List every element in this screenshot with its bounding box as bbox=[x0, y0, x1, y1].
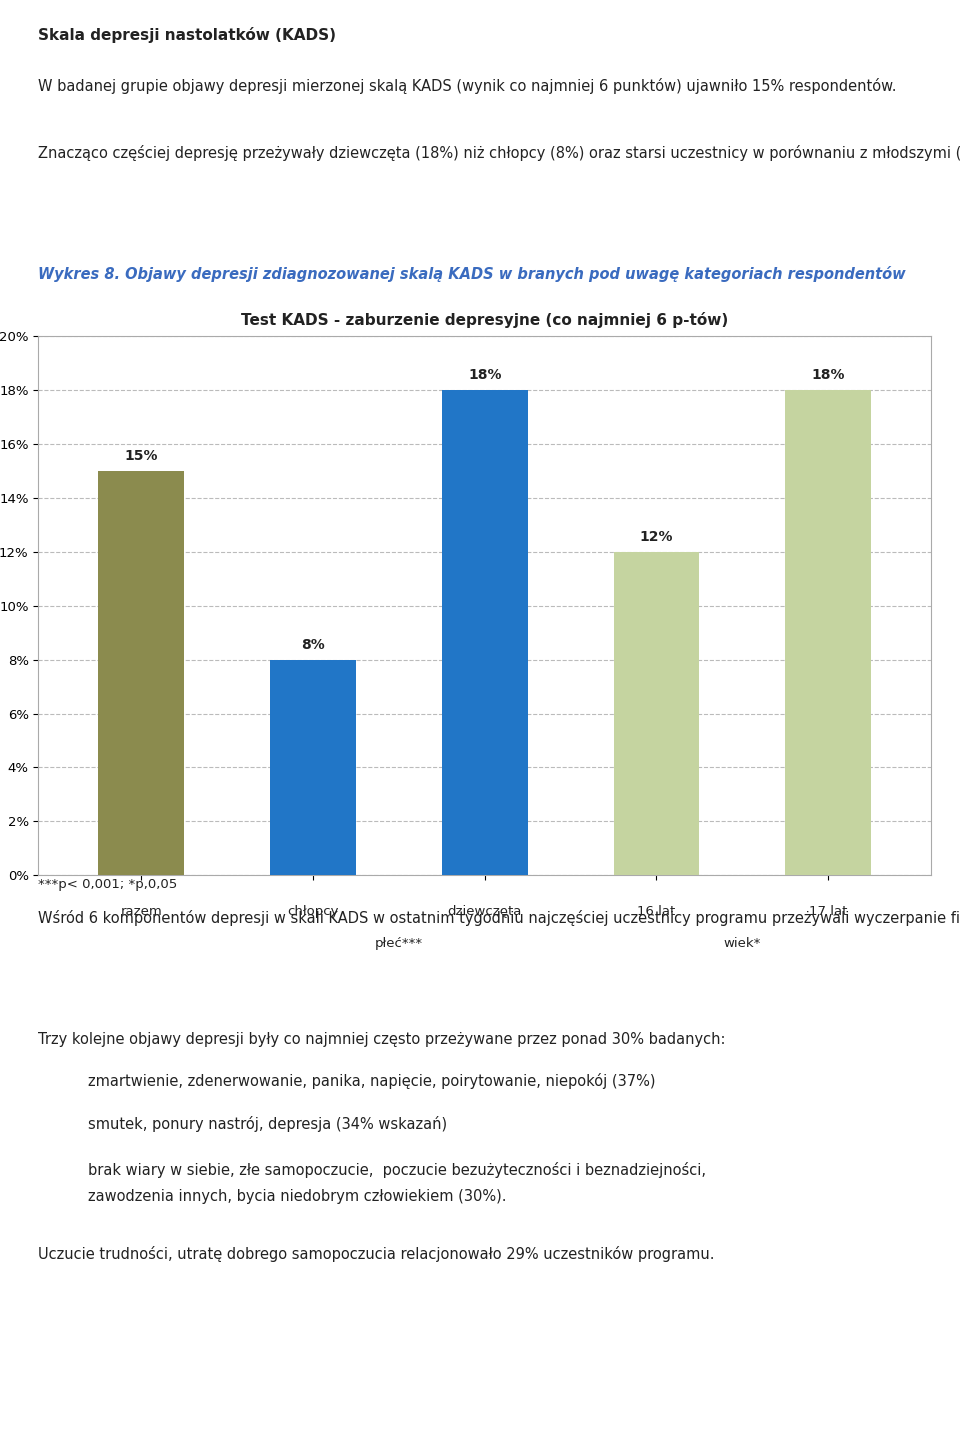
Bar bbox=[613, 552, 700, 875]
Text: smutek, ponury nastrój, depresja (34% wskazań): smutek, ponury nastrój, depresja (34% ws… bbox=[87, 1116, 446, 1133]
Text: ***p< 0,001; *p,0,05: ***p< 0,001; *p,0,05 bbox=[38, 878, 178, 891]
Text: 17 lat: 17 lat bbox=[809, 905, 848, 918]
Text: brak wiary w siebie, złe samopoczucie,  poczucie bezużyteczności i beznadziejnoś: brak wiary w siebie, złe samopoczucie, p… bbox=[87, 1162, 706, 1179]
Text: Znacząco częściej depresję przeżywały dziewczęta (18%) niż chłopcy (8%) oraz sta: Znacząco częściej depresję przeżywały dz… bbox=[38, 145, 960, 161]
Text: razem: razem bbox=[121, 905, 162, 918]
Text: W badanej grupie objawy depresji mierzonej skalą KADS (wynik co najmniej 6 punkt: W badanej grupie objawy depresji mierzon… bbox=[38, 77, 897, 93]
Text: chłopcy: chłopcy bbox=[287, 905, 339, 918]
Bar bbox=[99, 470, 184, 875]
Text: Trzy kolejne objawy depresji były co najmniej często przeżywane przez ponad 30% : Trzy kolejne objawy depresji były co naj… bbox=[38, 1032, 726, 1047]
Text: 8%: 8% bbox=[301, 638, 325, 651]
Text: zmartwienie, zdenerwowanie, panika, napięcie, poirytowanie, niepokój (37%): zmartwienie, zdenerwowanie, panika, napi… bbox=[87, 1073, 655, 1088]
Text: 15%: 15% bbox=[125, 449, 158, 463]
Text: Wśród 6 komponentów depresji w skali KADS w ostatnim tygodniu najczęściej uczest: Wśród 6 komponentów depresji w skali KAD… bbox=[38, 911, 960, 926]
Text: zawodzenia innych, bycia niedobrym człowiekiem (30%).: zawodzenia innych, bycia niedobrym człow… bbox=[87, 1189, 506, 1205]
Text: płeć***: płeć*** bbox=[375, 938, 423, 951]
Text: 18%: 18% bbox=[811, 369, 845, 381]
Text: 12%: 12% bbox=[639, 529, 673, 543]
Text: wiek*: wiek* bbox=[724, 938, 761, 951]
Text: 16 lat: 16 lat bbox=[637, 905, 676, 918]
Bar bbox=[270, 660, 356, 875]
Text: 18%: 18% bbox=[468, 369, 501, 381]
Bar bbox=[442, 390, 528, 875]
Bar bbox=[785, 390, 871, 875]
Text: Wykres 8. Objawy depresji zdiagnozowanej skalą KADS w branych pod uwagę kategori: Wykres 8. Objawy depresji zdiagnozowanej… bbox=[38, 267, 906, 282]
Title: Test KADS - zaburzenie depresyjne (co najmniej 6 p-tów): Test KADS - zaburzenie depresyjne (co na… bbox=[241, 313, 729, 328]
Text: Uczucie trudności, utratę dobrego samopoczucia relacjonowało 29% uczestników pro: Uczucie trudności, utratę dobrego samopo… bbox=[38, 1246, 715, 1262]
Text: dziewczęta: dziewczęta bbox=[447, 905, 522, 918]
Text: Skala depresji nastolatków (KADS): Skala depresji nastolatków (KADS) bbox=[38, 27, 336, 43]
